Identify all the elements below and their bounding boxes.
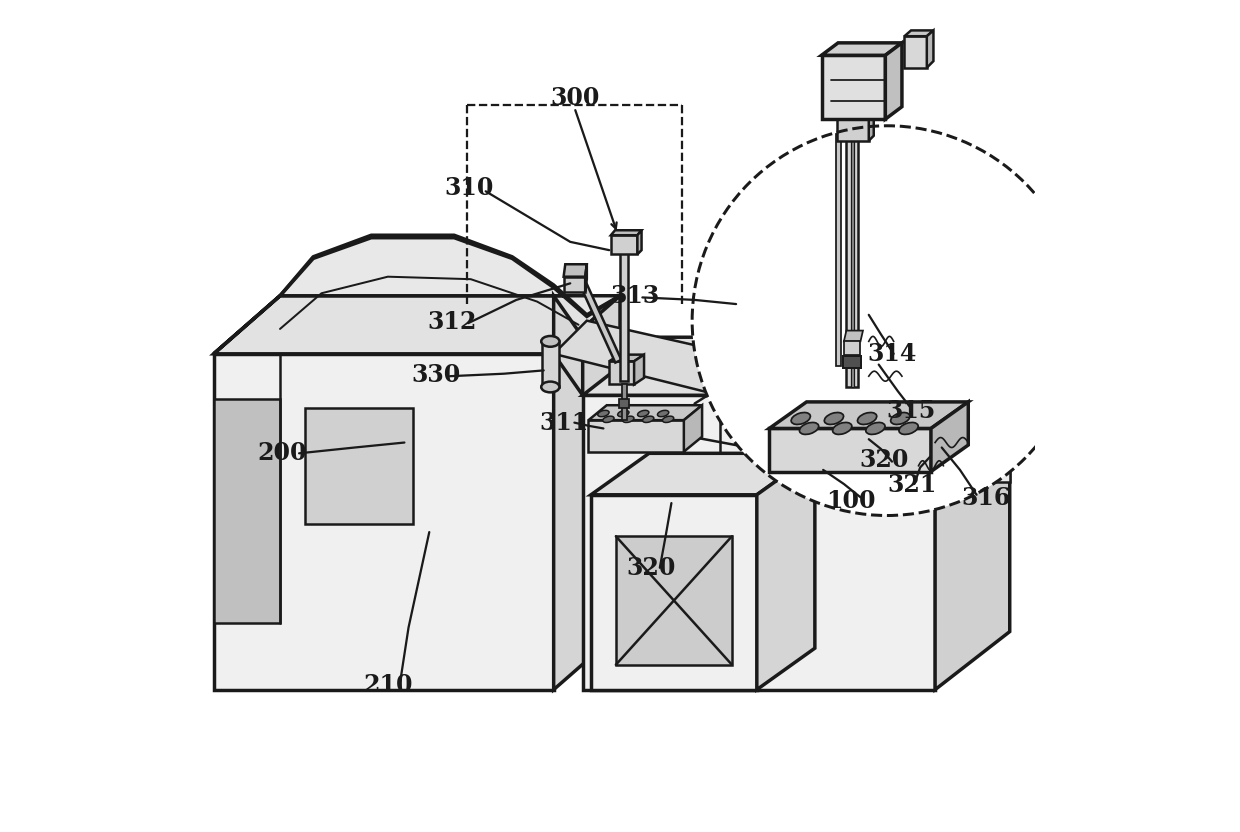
Polygon shape	[554, 295, 583, 395]
Polygon shape	[815, 408, 1009, 483]
Polygon shape	[822, 43, 901, 55]
Text: 311: 311	[539, 412, 588, 435]
Polygon shape	[931, 402, 968, 472]
Text: 320: 320	[859, 448, 909, 472]
Ellipse shape	[832, 423, 852, 434]
Polygon shape	[935, 337, 1009, 690]
Text: 314: 314	[867, 342, 916, 366]
Polygon shape	[554, 320, 769, 395]
Polygon shape	[843, 356, 862, 368]
Polygon shape	[634, 354, 644, 384]
Polygon shape	[837, 114, 874, 119]
Polygon shape	[542, 341, 559, 387]
Polygon shape	[756, 453, 815, 690]
Ellipse shape	[662, 416, 673, 423]
Polygon shape	[213, 399, 280, 623]
Polygon shape	[620, 242, 631, 246]
Ellipse shape	[858, 413, 877, 424]
Text: 312: 312	[428, 310, 477, 334]
Polygon shape	[591, 495, 756, 690]
Polygon shape	[851, 134, 854, 387]
Polygon shape	[683, 405, 702, 452]
Polygon shape	[769, 428, 931, 472]
Polygon shape	[583, 337, 1009, 395]
Polygon shape	[609, 361, 634, 384]
Polygon shape	[583, 395, 935, 690]
Polygon shape	[815, 370, 1009, 408]
Polygon shape	[305, 408, 413, 524]
Ellipse shape	[622, 416, 634, 423]
Polygon shape	[589, 405, 702, 420]
Ellipse shape	[541, 382, 559, 393]
Ellipse shape	[866, 423, 885, 434]
Polygon shape	[620, 246, 629, 381]
Polygon shape	[847, 134, 858, 387]
Text: 330: 330	[412, 363, 460, 387]
Polygon shape	[885, 43, 901, 119]
Ellipse shape	[825, 413, 843, 424]
Polygon shape	[564, 265, 587, 277]
Polygon shape	[554, 295, 620, 690]
Polygon shape	[213, 295, 620, 354]
Circle shape	[692, 126, 1081, 516]
Text: 300: 300	[551, 86, 600, 110]
Polygon shape	[869, 114, 874, 141]
Polygon shape	[619, 399, 629, 408]
Ellipse shape	[657, 410, 668, 417]
Polygon shape	[844, 341, 861, 354]
Ellipse shape	[791, 413, 811, 424]
Polygon shape	[585, 265, 587, 292]
Ellipse shape	[899, 423, 918, 434]
Polygon shape	[213, 238, 620, 354]
Ellipse shape	[637, 410, 649, 417]
Ellipse shape	[541, 336, 559, 347]
Text: 100: 100	[826, 489, 875, 513]
Polygon shape	[904, 31, 934, 37]
Polygon shape	[564, 277, 585, 292]
Text: 313: 313	[610, 284, 660, 308]
Polygon shape	[616, 537, 732, 665]
Polygon shape	[836, 134, 841, 366]
Polygon shape	[621, 384, 626, 420]
Ellipse shape	[890, 413, 910, 424]
Text: 310: 310	[444, 176, 494, 200]
Ellipse shape	[603, 416, 614, 423]
Text: 210: 210	[363, 673, 413, 697]
Polygon shape	[904, 37, 926, 67]
Text: 321: 321	[887, 473, 936, 497]
Polygon shape	[611, 230, 641, 235]
Text: 316: 316	[962, 486, 1011, 510]
Polygon shape	[591, 453, 815, 495]
Polygon shape	[926, 31, 934, 67]
Polygon shape	[589, 420, 683, 452]
Ellipse shape	[800, 423, 818, 434]
Ellipse shape	[598, 410, 609, 417]
Polygon shape	[637, 230, 641, 255]
Text: 200: 200	[257, 441, 306, 465]
Polygon shape	[837, 119, 869, 141]
Polygon shape	[769, 402, 968, 428]
Polygon shape	[573, 267, 621, 363]
Polygon shape	[611, 235, 637, 255]
Polygon shape	[822, 55, 885, 119]
Text: 320: 320	[627, 556, 676, 580]
Ellipse shape	[642, 416, 653, 423]
Ellipse shape	[618, 410, 629, 417]
Text: 315: 315	[887, 399, 936, 423]
Polygon shape	[609, 354, 644, 361]
Polygon shape	[213, 354, 554, 690]
Polygon shape	[844, 330, 863, 341]
